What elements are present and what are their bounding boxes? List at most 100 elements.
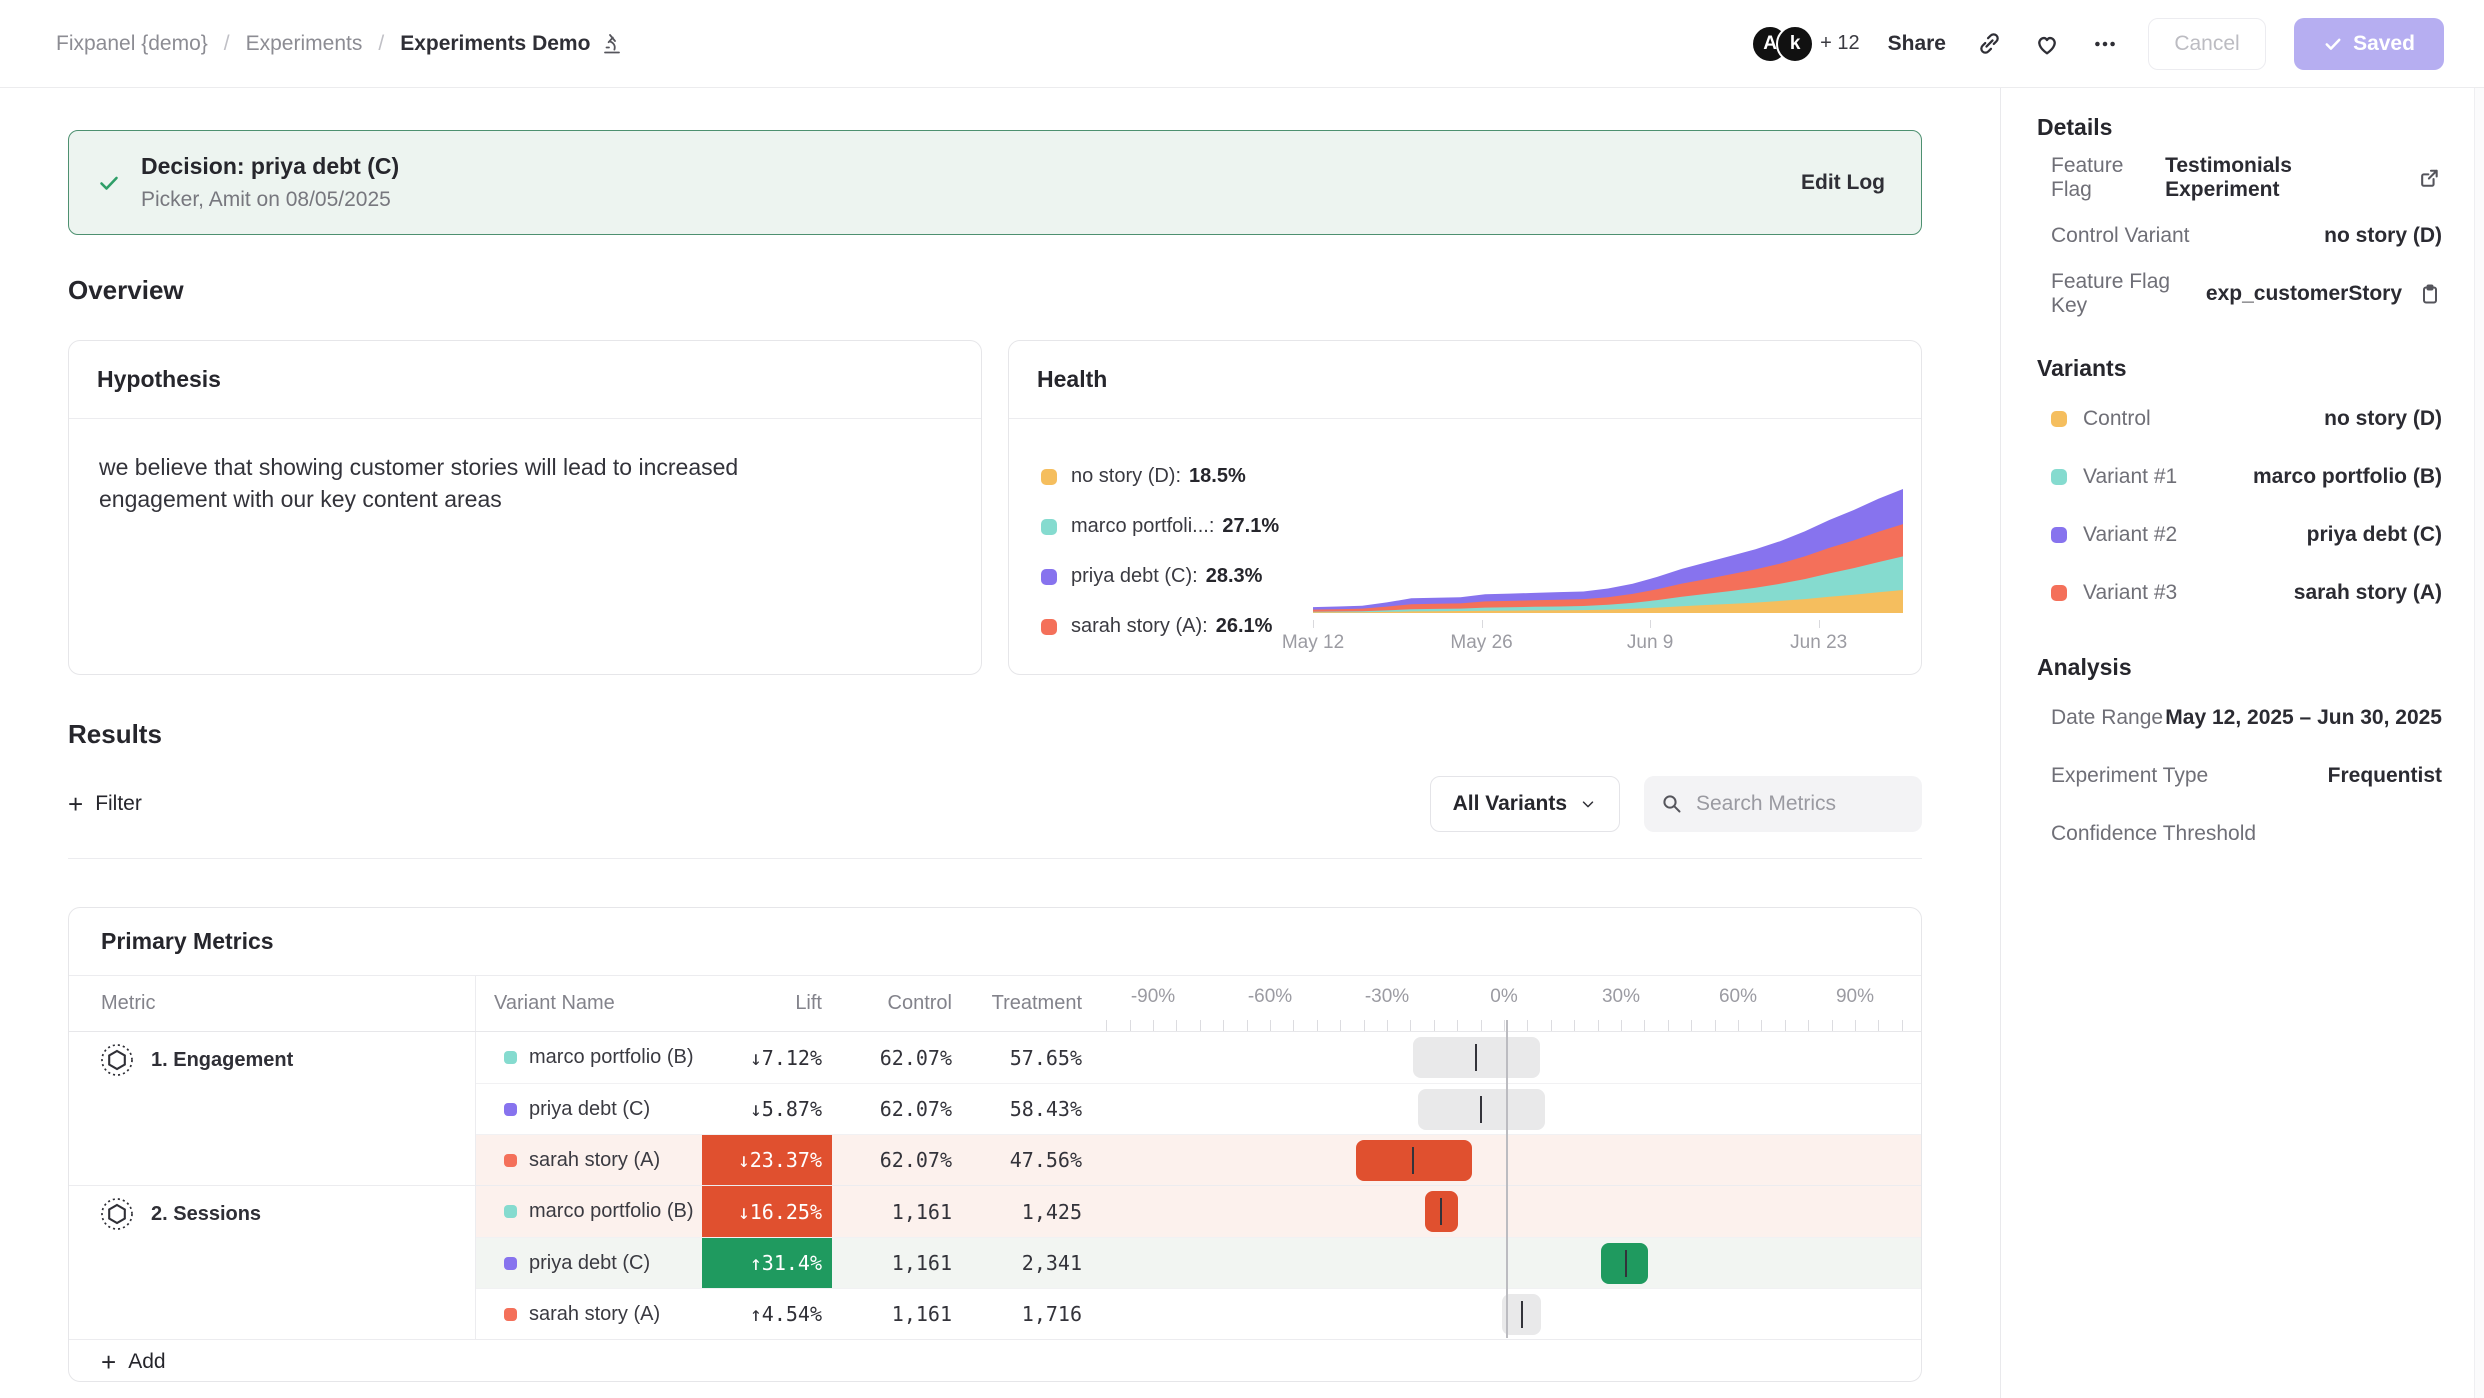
legend-label: marco portfoli...: (1071, 515, 1214, 538)
table-header: Metric Variant Name Lift Control Treatme… (69, 976, 1921, 1032)
health-chart: May 12May 26Jun 9Jun 23 (1313, 443, 1903, 665)
table-row[interactable]: marco portfolio (B) ↓7.12% 62.07% 57.65% (476, 1032, 1921, 1083)
overview-heading: Overview (68, 275, 1922, 306)
metrics-search[interactable] (1644, 776, 1922, 832)
breadcrumb-separator: / (224, 32, 230, 56)
clipboard-icon[interactable] (2418, 282, 2442, 306)
legend-swatch (1041, 519, 1057, 535)
confidence-interval (1097, 1084, 1921, 1134)
details-heading: Details (2037, 114, 2442, 141)
detail-label: Control Variant (2051, 224, 2190, 248)
detail-label: Feature Flag (2051, 154, 2165, 202)
axis-tick (1364, 1020, 1365, 1031)
axis-tick (1808, 1020, 1809, 1031)
x-tick-label: May 12 (1282, 632, 1344, 654)
variants-dropdown[interactable]: All Variants (1430, 776, 1620, 832)
axis-tick (1668, 1020, 1669, 1031)
table-row[interactable]: marco portfolio (B) ↓16.25% 1,161 1,425 (476, 1186, 1921, 1237)
more-menu-icon[interactable] (2090, 29, 2120, 59)
axis-tick (1527, 1020, 1528, 1031)
table-row[interactable]: priya debt (C) ↓5.87% 62.07% 58.43% (476, 1083, 1921, 1134)
edit-log-button[interactable]: Edit Log (1801, 171, 1885, 195)
axis-tick (1106, 1020, 1107, 1031)
axis-label: 60% (1719, 986, 1757, 1008)
axis-label: 0% (1490, 986, 1517, 1008)
axis-label: 90% (1836, 986, 1874, 1008)
control-value: 62.07% (832, 1032, 962, 1083)
axis-label: -60% (1248, 986, 1292, 1008)
search-icon (1660, 792, 1684, 816)
ci-bar (1356, 1140, 1473, 1181)
analysis-value: May 12, 2025 – Jun 30, 2025 (2165, 706, 2442, 730)
variant-swatch (2051, 585, 2067, 601)
x-tick (1482, 620, 1483, 628)
breadcrumb-experiments[interactable]: Experiments (246, 32, 363, 56)
breadcrumb-project[interactable]: Fixpanel {demo} (56, 32, 208, 56)
share-button[interactable]: Share (1888, 32, 1946, 56)
analysis-row-experiment-type: Experiment Type Frequentist (2037, 747, 2442, 805)
lift-value: ↑31.4% (702, 1238, 832, 1288)
topbar: Fixpanel {demo} / Experiments / Experime… (0, 0, 2484, 88)
axis-tick (1902, 1020, 1903, 1031)
filter-label: Filter (95, 792, 142, 816)
favorite-heart-icon[interactable] (2032, 29, 2062, 59)
legend-value: 28.3% (1206, 565, 1263, 588)
col-metric: Metric (101, 992, 155, 1015)
axis-tick (1410, 1020, 1411, 1031)
copy-link-icon[interactable] (1974, 29, 2004, 59)
x-tick-label: Jun 9 (1627, 632, 1673, 654)
check-icon (97, 171, 121, 195)
control-value: 62.07% (832, 1135, 962, 1185)
axis-tick (1130, 1020, 1131, 1031)
ci-marker (1475, 1044, 1477, 1071)
avatar[interactable]: k (1776, 25, 1814, 63)
variant-dot (504, 1257, 517, 1270)
cancel-button[interactable]: Cancel (2148, 18, 2266, 70)
analysis-label: Experiment Type (2051, 764, 2208, 788)
axis-tick (1598, 1020, 1599, 1031)
legend-value: 26.1% (1216, 615, 1273, 638)
analysis-label: Confidence Threshold (2051, 822, 2256, 846)
metric-name: 1. Engagement (151, 1049, 293, 1072)
table-row[interactable]: priya debt (C) ↑31.4% 1,161 2,341 (476, 1237, 1921, 1288)
axis-tick (1644, 1020, 1645, 1031)
stacked-area-chart (1313, 483, 1903, 615)
axis-tick (1855, 1020, 1856, 1031)
variant-row: Variant #3 sarah story (A) (2037, 564, 2442, 622)
col-control: Control (832, 976, 962, 1031)
metric-group-sessions: 2. Sessions marco portfolio (B) ↓16.25% … (69, 1186, 1921, 1340)
variant-label: Variant #1 (2083, 465, 2177, 489)
variant-row: Variant #2 priya debt (C) (2037, 506, 2442, 564)
lift-value: ↓23.37% (702, 1135, 832, 1185)
zero-axis-line (1506, 1020, 1508, 1338)
add-filter-button[interactable]: + Filter (68, 791, 142, 817)
saved-button[interactable]: Saved (2294, 18, 2444, 70)
avatar-overflow-count[interactable]: + 12 (1820, 32, 1859, 55)
legend-label: priya debt (C): (1071, 565, 1198, 588)
add-metric-button[interactable]: + Add (69, 1340, 1921, 1382)
decision-banner: Decision: priya debt (C) Picker, Amit on… (68, 130, 1922, 235)
treatment-value: 1,425 (962, 1186, 1097, 1237)
axis-tick (1691, 1020, 1692, 1031)
lift-value: ↓7.12% (702, 1032, 832, 1083)
external-link-icon[interactable] (2417, 165, 2442, 191)
detail-row-control-variant: Control Variant no story (D) (2037, 207, 2442, 265)
axis-tick (1387, 1020, 1388, 1031)
analysis-label: Date Range (2051, 706, 2163, 730)
scrollbar[interactable] (2474, 88, 2484, 1398)
axis-label: -30% (1365, 986, 1409, 1008)
search-input[interactable] (1696, 792, 1896, 816)
table-row[interactable]: sarah story (A) ↓23.37% 62.07% 47.56% (476, 1134, 1921, 1185)
metric-cell[interactable]: 2. Sessions (69, 1186, 476, 1339)
hypothesis-title: Hypothesis (97, 366, 221, 393)
axis-tick (1551, 1020, 1552, 1031)
analysis-row-date-range: Date Range May 12, 2025 – Jun 30, 2025 (2037, 689, 2442, 747)
treatment-value: 58.43% (962, 1084, 1097, 1134)
table-row[interactable]: sarah story (A) ↑4.54% 1,161 1,716 (476, 1288, 1921, 1339)
axis-tick (1247, 1020, 1248, 1031)
control-value: 1,161 (832, 1289, 962, 1339)
metric-cell[interactable]: 1. Engagement (69, 1032, 476, 1185)
variants-dropdown-label: All Variants (1453, 792, 1567, 816)
avatar-stack[interactable]: A k + 12 (1751, 25, 1859, 63)
chart-x-axis: May 12May 26Jun 9Jun 23 (1313, 620, 1903, 654)
